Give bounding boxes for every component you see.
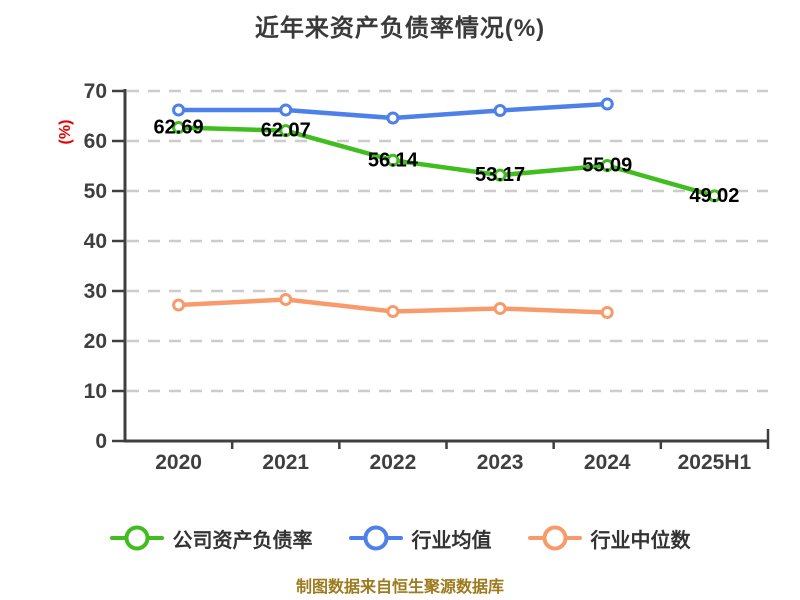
svg-text:10: 10 xyxy=(84,380,107,403)
legend-label: 行业均值 xyxy=(411,529,492,552)
svg-text:55.09: 55.09 xyxy=(582,155,632,177)
legend-item-industry-average[interactable]: 行业均值 xyxy=(348,524,492,553)
company-line-marker-icon xyxy=(109,525,164,551)
data-source-note: 制图数据来自恒生聚源数据库 xyxy=(295,579,504,596)
svg-text:2020: 2020 xyxy=(155,451,202,474)
svg-text:62.07: 62.07 xyxy=(261,120,311,142)
svg-text:2022: 2022 xyxy=(370,451,417,474)
svg-text:2023: 2023 xyxy=(477,451,524,474)
svg-text:62.69: 62.69 xyxy=(154,117,204,139)
legend-item-industry-median[interactable]: 行业中位数 xyxy=(527,524,691,553)
svg-text:2025H1: 2025H1 xyxy=(678,451,752,474)
legend-item-company[interactable]: 公司资产负债率 xyxy=(109,524,313,553)
svg-text:2021: 2021 xyxy=(262,451,309,474)
svg-text:0: 0 xyxy=(95,430,107,453)
svg-text:20: 20 xyxy=(84,330,107,353)
svg-text:50: 50 xyxy=(84,180,107,203)
svg-text:56.14: 56.14 xyxy=(368,149,419,171)
legend-label: 公司资产负债率 xyxy=(172,529,313,552)
legend-label: 行业中位数 xyxy=(590,529,691,552)
chart-title: 近年来资产负债率情况(%) xyxy=(254,15,546,42)
industry-average-line-marker-icon xyxy=(348,525,403,551)
industry-median-line-marker-icon xyxy=(527,525,582,551)
svg-text:30: 30 xyxy=(84,280,107,303)
legend: 公司资产负债率 行业均值 行业中位数 xyxy=(0,521,800,555)
svg-text:70: 70 xyxy=(84,80,107,103)
svg-text:60: 60 xyxy=(84,130,107,153)
svg-text:2024: 2024 xyxy=(584,451,631,474)
svg-text:49.02: 49.02 xyxy=(689,185,739,207)
svg-text:53.17: 53.17 xyxy=(475,164,525,186)
svg-text:40: 40 xyxy=(84,230,107,253)
